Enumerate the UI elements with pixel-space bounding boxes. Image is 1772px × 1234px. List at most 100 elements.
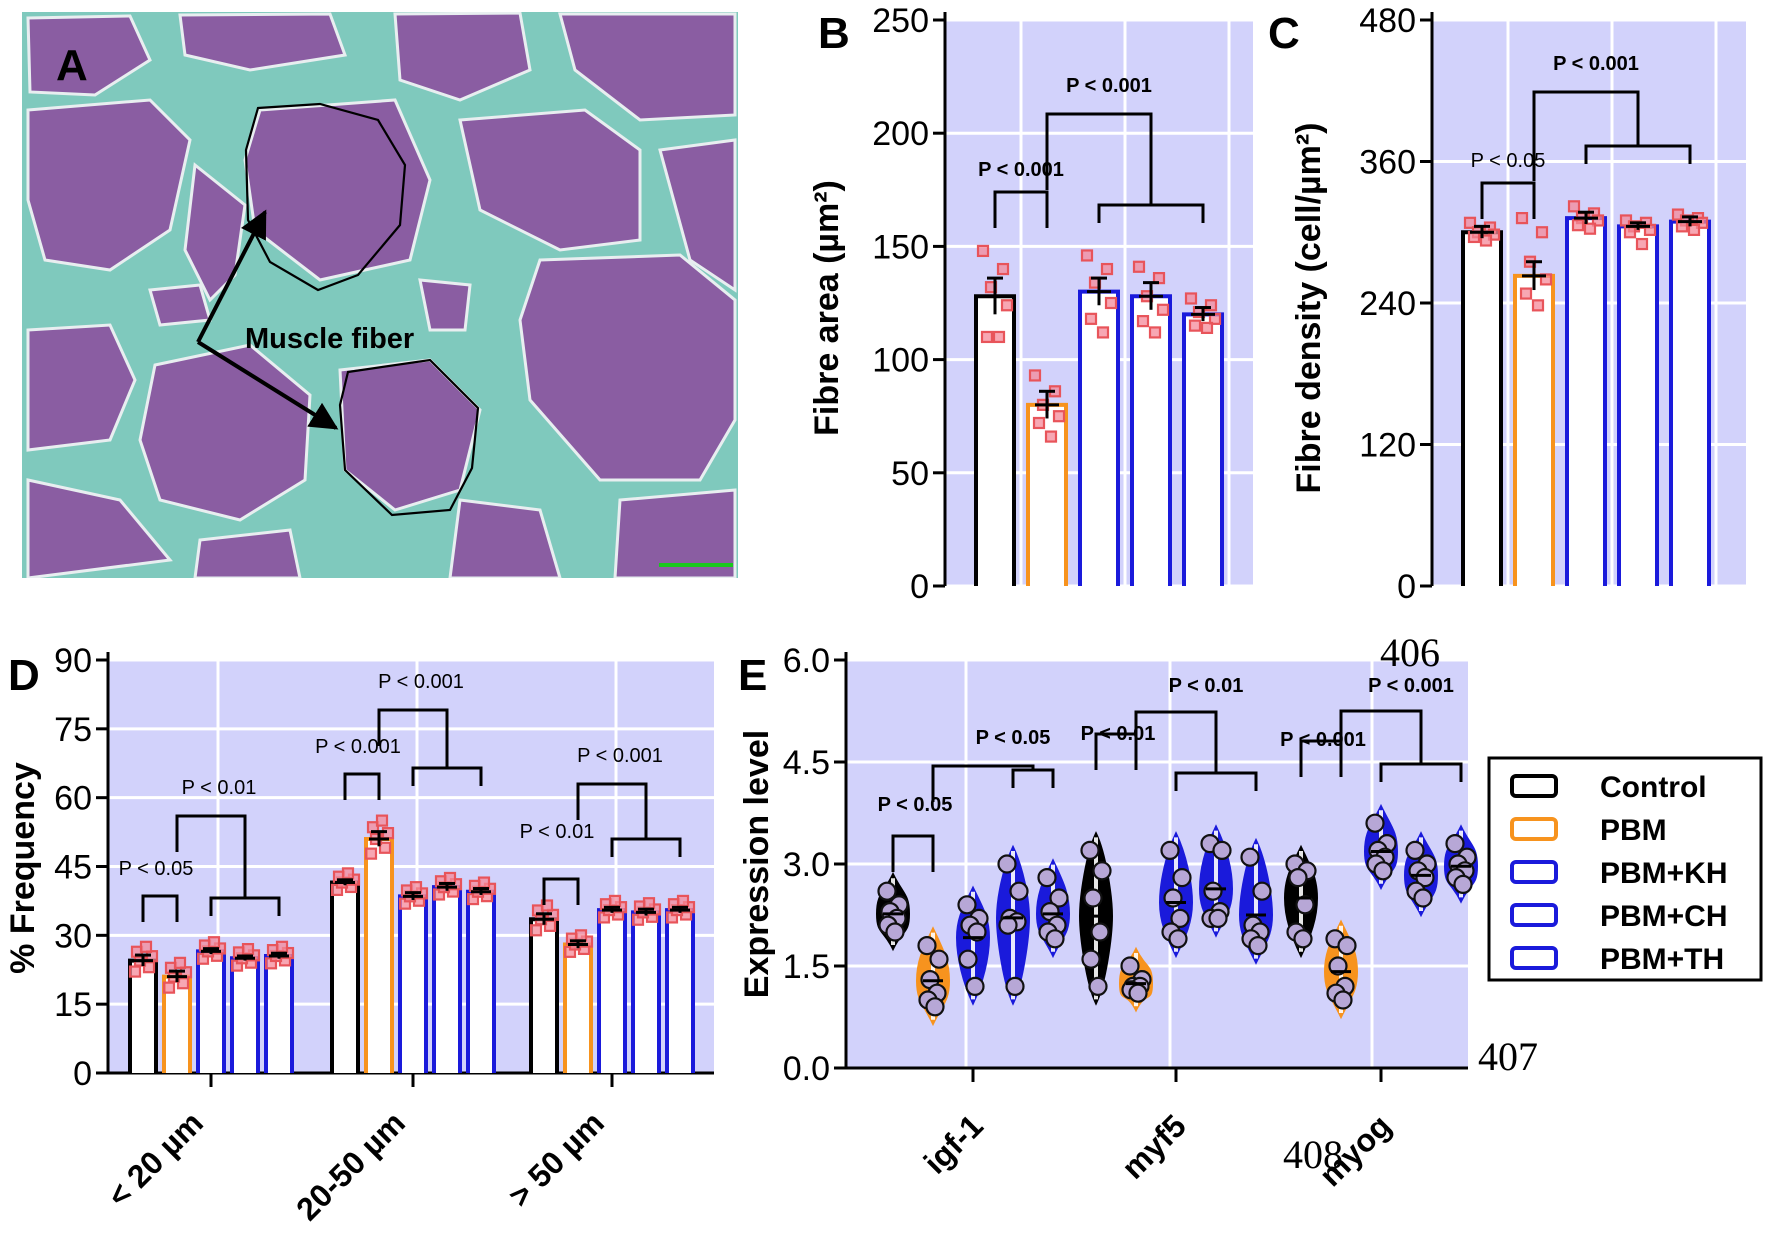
frequency-point [241,942,255,956]
frequency-p-label: P < 0.01 [182,777,257,799]
fibre-density-chart: 0 120 240 360 480 P < 0.05 P < 0.001 Fibre dens… [1290,2,1746,606]
frequency-bracket-pbm-treated [377,708,449,768]
fibre-density-y-tick-label: 120 [1359,427,1416,465]
expression-point [1045,929,1065,949]
frequency-chart: 0 15 30 45 60 75 90 < 20 µm 20-50 µm > 50 µm P < 0… [4,642,714,1227]
frequency-point [409,881,423,894]
expression-point [1365,813,1385,833]
fibre-area-y-tick-label: 50 [891,455,929,493]
legend-swatch-pbm-th [1510,946,1558,970]
expression-point [1405,840,1425,861]
panel-b-letter: B [818,9,850,58]
fibre-area-point [1184,292,1198,305]
fibre-density-y-tick-label: 360 [1359,144,1416,182]
muscle-micrograph: A Muscle fiber [22,12,738,578]
fibre-area-y-label: Fibre area (µm²) [808,180,846,436]
fibre-area-point [1032,416,1046,430]
frequency-y-tick-label: 30 [54,917,92,955]
frequency-point [162,981,176,994]
frequency-point [275,940,289,953]
frequency-bar-pbm-ch [230,956,260,1073]
fibre-area-p-label: P < 0.001 [978,159,1064,181]
fibre-density-bar-pbm-th [1669,219,1711,586]
fibre-density-point [1567,200,1581,213]
legend-label-pbm-kh: PBM+KH [1600,857,1728,890]
expression-point [1288,867,1308,888]
frequency-point [443,871,457,885]
expression-point [1445,833,1465,854]
page-number-406: 406 [1380,630,1440,675]
expression-point [1120,956,1140,976]
muscle-fiber-annotation: Muscle fiber [245,323,414,355]
expression-point [958,949,978,969]
frequency-p-label: P < 0.01 [520,821,595,843]
fibre-density-point [1531,299,1545,312]
fibre-density-bar-pbm-kh [1565,216,1607,586]
frequency-bar-pbm-kh [398,894,428,1073]
frequency-bracket-pbm-treated [175,814,247,898]
fibre-area-bracket-control-pbm [993,190,1049,228]
frequency-point [341,867,355,880]
fibre-area-point [1188,319,1202,332]
expression-point [1080,840,1100,861]
fibre-area-bracket-pbm-treated [1045,112,1153,205]
frequency-y-label: % Frequency [4,762,42,974]
frequency-y-tick-label: 45 [54,849,92,887]
fibre-area-point [1052,410,1066,423]
frequency-point [477,876,491,889]
frequency-y-tick-label: 15 [54,986,92,1024]
expression-point [1212,840,1232,861]
fibre-density-point [1515,212,1529,225]
expression-y-tick-label: 1.5 [783,948,830,986]
frequency-bar-control [529,917,559,1073]
fibre-area-point [980,330,994,344]
fibre-area-point [1136,315,1150,328]
expression-point [1128,983,1148,1003]
frequency-bar-pbm [563,942,593,1073]
expression-bracket-pbm-treated [1134,710,1218,773]
frequency-point [642,897,656,910]
expression-point [1081,949,1101,969]
expression-bracket-control-pbm [1094,732,1138,770]
frequency-point [608,894,622,908]
expression-point [1037,867,1057,888]
expression-point [1172,867,1192,888]
fibre-density-bracket-control-pbm [1480,181,1536,219]
fibre-area-y-tick-label: 0 [910,568,929,606]
fibre-area-point [1156,303,1170,316]
fibre-area-y-tick-label: 150 [872,228,929,266]
expression-y-tick-label: 3.0 [783,846,830,884]
legend-label-pbm: PBM [1600,814,1667,847]
fibre-density-point [1479,234,1493,247]
fibre-area-bar-pbm-ch [1130,294,1172,586]
frequency-bracket-control-pbm [343,772,381,800]
expression-point [1092,861,1112,881]
expression-p-label: P < 0.001 [1280,729,1366,751]
frequency-x-label: < 20 µm [100,1104,210,1214]
fibre-density-p-label: P < 0.001 [1553,53,1639,75]
expression-point [1337,935,1357,956]
fibre-density-point [1687,223,1701,236]
frequency-point [173,956,187,969]
fibre-density-point [1591,214,1605,227]
expression-point [877,881,897,901]
frequency-point [128,965,142,978]
expression-point [1293,929,1313,949]
legend: Control PBM PBM+KH PBM+CH PBM+TH [1487,756,1763,982]
frequency-bar-pbm-th [264,953,294,1073]
expression-point [1005,976,1025,997]
expression-point [1333,990,1353,1010]
expression-point [1088,976,1108,997]
panel-a-letter: A [56,41,88,90]
fibre-area-point [1096,326,1110,339]
legend-label-control: Control [1600,771,1707,804]
fibre-density-point [1623,226,1637,239]
fibre-density-y-tick-label: 0 [1397,568,1416,606]
expression-point [1170,908,1190,929]
frequency-bracket-pbm-treated [576,782,648,839]
frequency-point [378,841,392,854]
fibre-area-p-label: P < 0.001 [1066,75,1152,97]
expression-bracket-control-pbm [891,834,935,872]
expression-point [885,922,905,942]
